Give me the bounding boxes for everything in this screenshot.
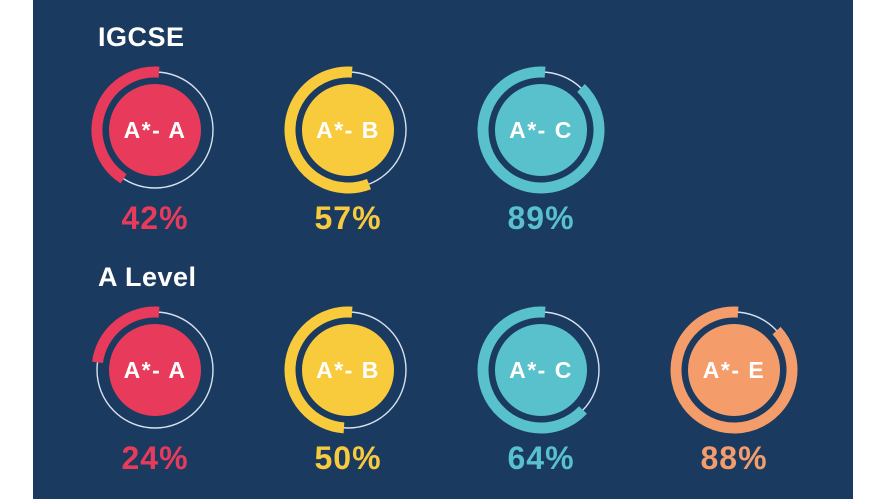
donut-chart: A*- A 24% xyxy=(85,300,225,476)
ring-progress-arc xyxy=(284,66,371,194)
grade-fill-circle xyxy=(495,324,587,416)
percent-label: 50% xyxy=(314,440,382,476)
grade-range-label: A*- C xyxy=(509,356,573,383)
ring-progress-arc xyxy=(284,306,353,434)
percent-label: 88% xyxy=(700,440,768,476)
donut: A*- E xyxy=(664,300,804,440)
ring-progress-arc xyxy=(670,306,798,434)
ring-progress-arc xyxy=(477,306,587,434)
donut-chart: A*- B 57% xyxy=(278,60,418,236)
grade-range-label: A*- B xyxy=(316,356,380,383)
donut-ring-svg xyxy=(92,306,214,429)
donut-chart: A*- B 50% xyxy=(278,300,418,476)
percent-label: 42% xyxy=(121,200,189,236)
grade-fill-circle xyxy=(109,324,201,416)
donut-chart: A*- E 88% xyxy=(664,300,804,476)
donut: A*- C xyxy=(471,60,611,200)
donut: A*- B xyxy=(278,60,418,200)
donut-ring-svg xyxy=(284,66,407,194)
group-title-a-level: A Level xyxy=(98,262,197,292)
donut: A*- C xyxy=(471,300,611,440)
donut: A*- B xyxy=(278,300,418,440)
donut-ring-svg xyxy=(670,306,798,434)
grade-range-label: A*- C xyxy=(509,116,573,143)
donut-chart: A*- C 64% xyxy=(471,300,611,476)
donut-ring-svg xyxy=(477,306,600,434)
donut-ring-svg xyxy=(91,66,214,189)
grade-fill-circle xyxy=(302,324,394,416)
percent-label: 89% xyxy=(507,200,575,236)
grade-range-label: A*- B xyxy=(316,116,380,143)
donut-chart: A*- A 42% xyxy=(85,60,225,236)
ring-progress-arc xyxy=(477,66,605,194)
percent-label: 57% xyxy=(314,200,382,236)
percent-label: 24% xyxy=(121,440,189,476)
chart-row-a-level: A*- A 24% A*- B 50% xyxy=(85,300,853,476)
percent-label: 64% xyxy=(507,440,575,476)
donut-chart: A*- C 89% xyxy=(471,60,611,236)
ring-progress-arc xyxy=(92,306,160,364)
grade-fill-circle xyxy=(495,84,587,176)
group-igcse: IGCSE A*- A 42% A*- xyxy=(85,22,853,236)
donut-ring-svg xyxy=(477,66,605,194)
chart-row-igcse: A*- A 42% A*- B 57% xyxy=(85,60,853,236)
group-a-level: A Level A*- A 24% A* xyxy=(85,262,853,476)
grade-fill-circle xyxy=(302,84,394,176)
donut-ring-svg xyxy=(284,306,407,434)
donut: A*- A xyxy=(85,60,225,200)
ring-progress-arc xyxy=(91,66,160,184)
donut: A*- A xyxy=(85,300,225,440)
grade-range-label: A*- E xyxy=(702,356,766,383)
infographic-panel: IGCSE A*- A 42% A*- xyxy=(33,0,853,499)
grade-fill-circle xyxy=(688,324,780,416)
grade-range-label: A*- A xyxy=(123,356,187,383)
grade-range-label: A*- A xyxy=(123,116,187,143)
group-title-igcse: IGCSE xyxy=(98,22,185,52)
grade-fill-circle xyxy=(109,84,201,176)
